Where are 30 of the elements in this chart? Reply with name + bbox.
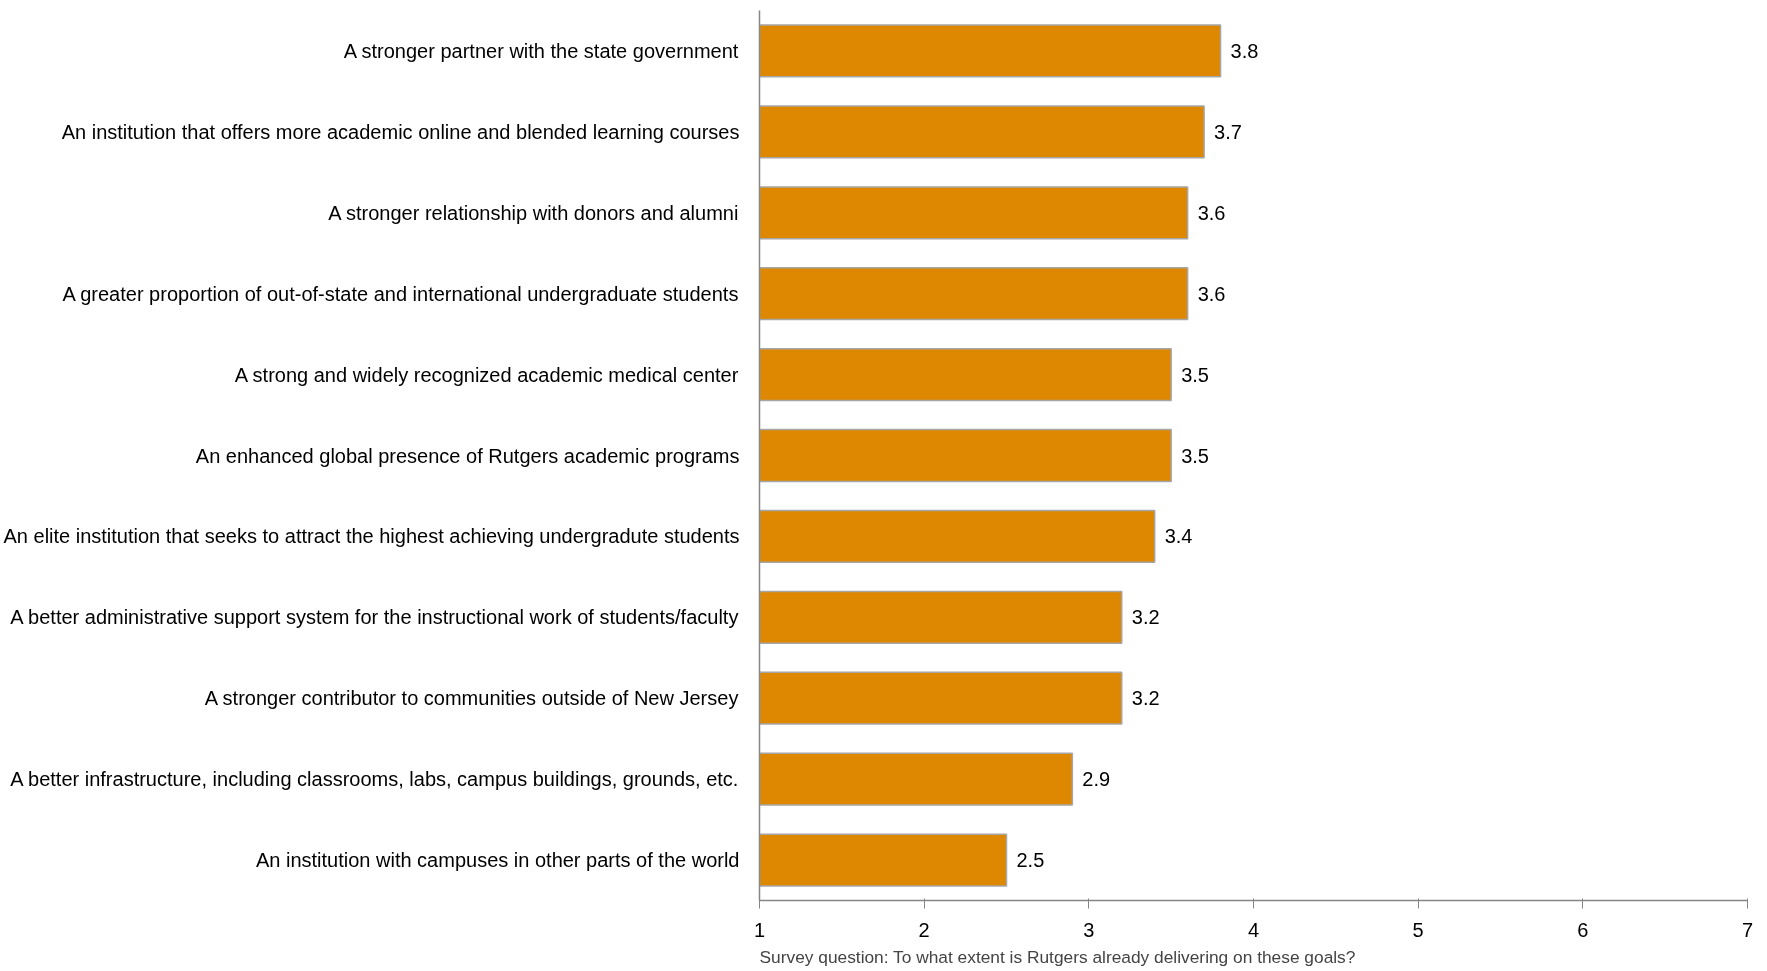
x-tick-label: 3 [1083,918,1095,941]
x-tick-label: 5 [1412,918,1424,941]
data-label: 3.2 [1131,606,1160,629]
y-tick-label: A better infrastructure, including classrooms, labs, campus buildings, grounds, etc. [10,768,739,791]
y-tick-label: An elite institution that seeks to attract the highest achieving undergradute students [3,525,740,548]
y-tick-label: A strong and widely recognized academic medical center [234,363,739,386]
data-label: 3.8 [1230,39,1259,62]
y-tick-label: A stronger contributor to communities outside of New Jersey [204,687,739,710]
data-label: 2.9 [1082,768,1111,791]
text: Survey question: To what extent is Rutgers already delivering on these goals? [759,946,1356,967]
data-label: 3.5 [1181,444,1209,467]
y-tick-label: A stronger relationship with donors and alumni [328,201,739,224]
x-tick-label: 7 [1741,918,1754,941]
x-tick-label: 4 [1247,918,1260,941]
data-label: 3.7 [1214,120,1242,143]
data-label: 3.2 [1131,687,1160,710]
data-label: 3.6 [1197,201,1226,224]
y-tick-label: A greater proportion of out-of-state and international undergraduate students [62,282,739,305]
y-tick-label: A stronger partner with the state government [343,39,739,62]
y-tick-label: A better administrative support system for the instructional work of students/faculty [10,606,739,629]
data-label: 3.4 [1164,525,1193,548]
y-tick-label: An enhanced global presence of Rutgers academic programs [195,444,740,467]
data-label: 2.5 [1016,849,1045,872]
y-tick-label: An institution with campuses in other parts of the world [255,849,740,872]
y-tick-label: An institution that offers more academic online and blended learning courses [61,120,740,143]
x-tick-label: 2 [918,918,930,941]
data-label: 3.6 [1197,282,1226,305]
data-label: 3.5 [1181,363,1209,386]
x-tick-label: 6 [1577,918,1589,941]
x-tick-label: 1 [753,918,766,941]
